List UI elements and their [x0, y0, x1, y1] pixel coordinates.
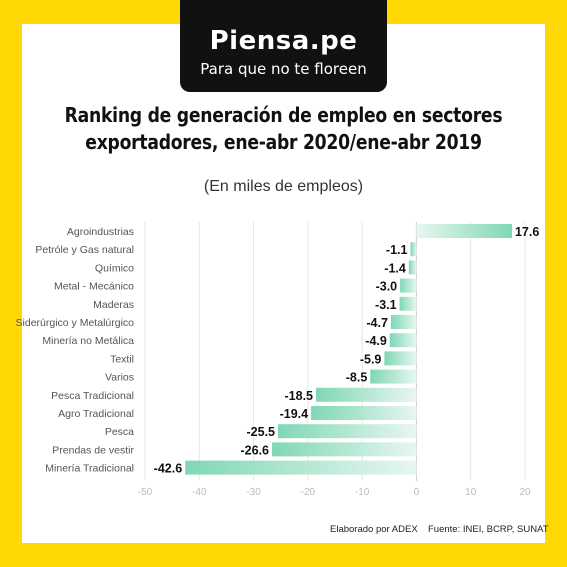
- x-tick-label: -50: [138, 487, 153, 498]
- value-label: -18.5: [285, 389, 314, 403]
- x-tick-label: 10: [465, 487, 477, 498]
- value-label: -42.6: [154, 462, 183, 476]
- chart-title-line-2: exportadores, ene-abr 2020/ene-abr 2019: [85, 130, 482, 154]
- footer-credit: Elaborado por ADEX: [330, 524, 418, 535]
- value-label: -25.5: [247, 425, 276, 439]
- category-label: Pesca: [105, 426, 134, 438]
- x-tick-label: -40: [192, 487, 207, 498]
- bar: [390, 315, 417, 329]
- category-label: Textil: [110, 353, 134, 365]
- x-tick-label: 0: [414, 487, 420, 498]
- bar: [384, 351, 417, 366]
- bar: [370, 369, 417, 384]
- category-label: Minería Tradicional: [45, 463, 134, 475]
- category-label: Siderúrgico y Metalúrgico: [16, 317, 135, 329]
- x-tick-label: -20: [301, 487, 316, 498]
- brand-logo-text: Piensa.pe: [209, 26, 358, 56]
- bar: [389, 333, 417, 348]
- bar: [416, 224, 512, 238]
- value-label: -3.0: [376, 280, 398, 294]
- value-label: -3.1: [375, 298, 397, 312]
- category-label: Agro Tradicional: [58, 408, 134, 420]
- category-label: Prendas de vestir: [52, 444, 134, 456]
- bar: [410, 242, 417, 257]
- bar: [316, 387, 417, 402]
- value-label: -19.4: [280, 407, 309, 421]
- x-tick-label: 20: [519, 487, 531, 498]
- bar: [311, 406, 417, 420]
- footer-source: Fuente: INEI, BCRP, SUNAT: [428, 524, 549, 535]
- value-label: -1.4: [384, 261, 406, 275]
- category-label: Químico: [95, 262, 134, 274]
- value-label: 17.6: [515, 225, 539, 239]
- value-label: -8.5: [346, 371, 368, 385]
- bar: [400, 278, 417, 293]
- chart-title-line-1: Ranking de generación de empleo en secto…: [64, 103, 503, 127]
- bar: [185, 460, 417, 475]
- value-label: -1.1: [386, 243, 408, 257]
- value-label: -4.9: [365, 334, 387, 348]
- brand-banner: Piensa.pe Para que no te floreen: [180, 0, 387, 92]
- bar: [278, 424, 417, 439]
- value-label: -5.9: [360, 352, 382, 366]
- bar: [408, 260, 417, 275]
- category-label: Varios: [105, 372, 134, 384]
- brand-tagline: Para que no te floreen: [200, 60, 367, 78]
- category-label: Pesca Tradicional: [51, 390, 134, 402]
- category-label: Minería no Metálica: [42, 335, 134, 347]
- value-label: -26.6: [241, 443, 270, 457]
- category-label: Metal - Mecánico: [54, 281, 134, 293]
- x-tick-label: -30: [246, 487, 261, 498]
- x-tick-label: -10: [355, 487, 370, 498]
- value-label: -4.7: [366, 316, 388, 330]
- chart-subtitle: (En miles de empleos): [203, 178, 364, 195]
- bar: [399, 296, 417, 311]
- bar: [272, 442, 417, 457]
- category-label: Agroindustrias: [67, 226, 134, 238]
- category-label: Petróle y Gas natural: [35, 244, 134, 256]
- chart-title: Ranking de generación de empleo en secto…: [40, 102, 528, 156]
- category-label: Maderas: [93, 299, 134, 311]
- chart-panel: [22, 24, 545, 543]
